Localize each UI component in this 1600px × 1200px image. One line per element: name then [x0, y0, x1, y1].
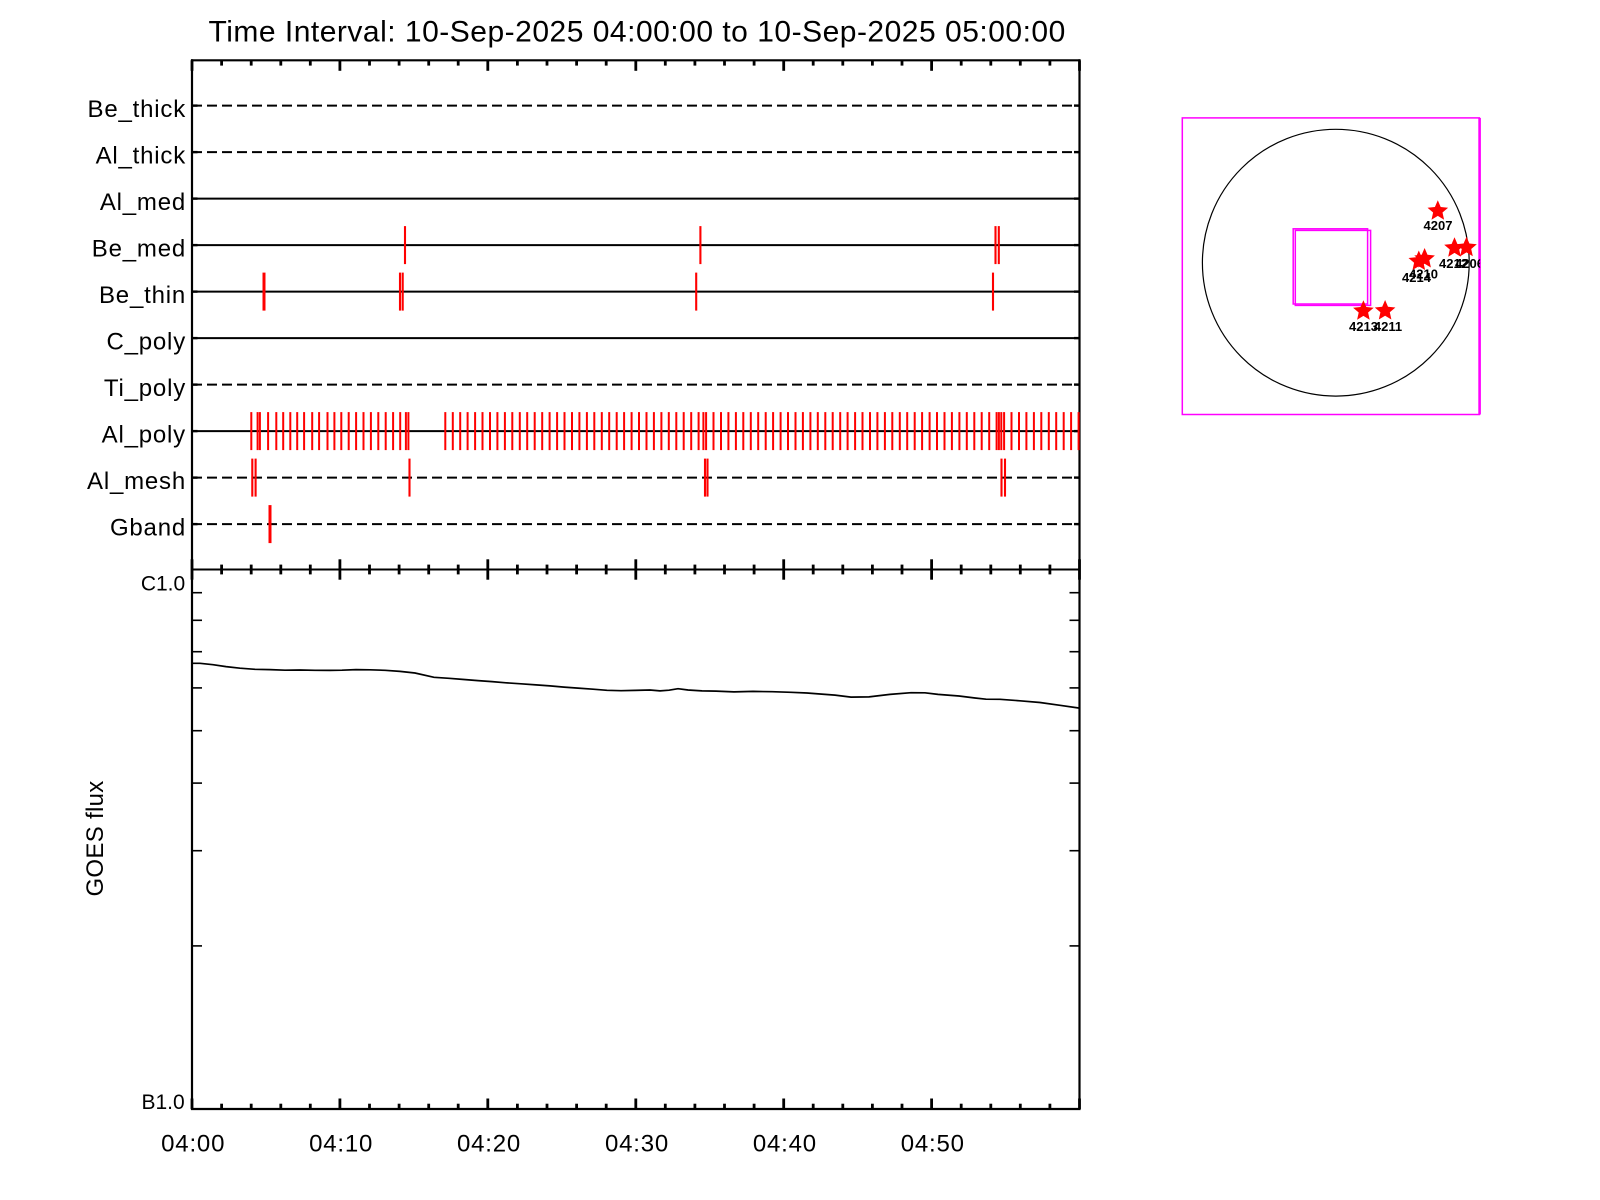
svg-text:04:30: 04:30: [605, 1131, 669, 1158]
svg-text:Be_med: Be_med: [92, 236, 186, 263]
svg-text:Time Interval: 10-Sep-2025 04:: Time Interval: 10-Sep-2025 04:00:00 to 1…: [209, 16, 1066, 49]
svg-text:04:20: 04:20: [457, 1131, 521, 1158]
svg-text:Al_thick: Al_thick: [96, 143, 187, 170]
svg-text:4207: 4207: [1424, 218, 1453, 233]
svg-text:4213: 4213: [1349, 319, 1378, 334]
svg-text:C1.0: C1.0: [141, 573, 185, 596]
svg-text:Al_poly: Al_poly: [102, 422, 186, 449]
svg-text:C_poly: C_poly: [106, 329, 186, 356]
svg-text:B1.0: B1.0: [141, 1091, 184, 1114]
svg-text:4210: 4210: [1409, 267, 1438, 282]
svg-text:04:40: 04:40: [753, 1131, 817, 1158]
svg-text:Be_thick: Be_thick: [88, 96, 187, 123]
svg-text:04:50: 04:50: [901, 1131, 965, 1158]
svg-text:Be_thin: Be_thin: [99, 282, 186, 309]
svg-text:Al_mesh: Al_mesh: [87, 468, 186, 495]
svg-text:4206: 4206: [1455, 256, 1484, 271]
svg-text:GOES flux: GOES flux: [82, 780, 109, 896]
svg-text:04:10: 04:10: [309, 1131, 373, 1158]
svg-text:Ti_poly: Ti_poly: [104, 375, 186, 402]
svg-text:Gband: Gband: [110, 515, 186, 542]
svg-text:Al_med: Al_med: [100, 189, 186, 216]
svg-text:04:00: 04:00: [161, 1131, 225, 1158]
svg-text:4211: 4211: [1374, 319, 1402, 334]
svg-text:4212: 4212: [1439, 256, 1468, 271]
svg-text:4214: 4214: [1402, 270, 1432, 285]
